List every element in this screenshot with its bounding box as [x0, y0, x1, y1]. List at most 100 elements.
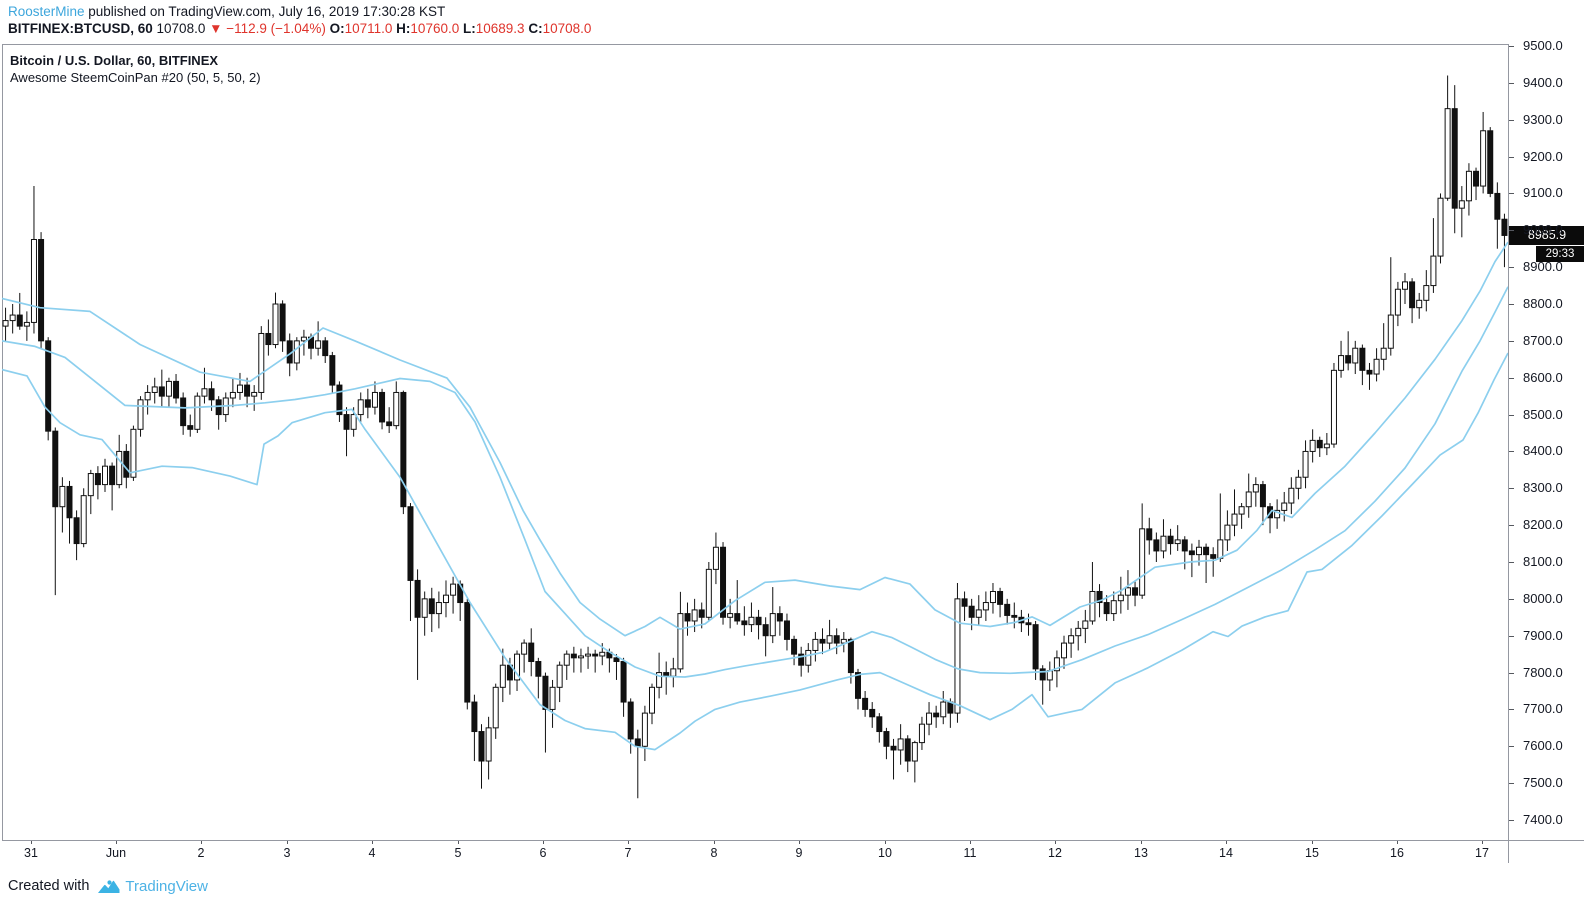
band-upper	[1, 241, 1509, 637]
time-tick-mark	[1397, 841, 1398, 844]
price-tick-label: 9100.0	[1523, 185, 1563, 201]
chart-frame	[2, 44, 1583, 840]
symbol-ohlc-line: BITFINEX:BTCUSD, 60 10708.0 ▼ −112.9 (−1…	[8, 21, 591, 36]
time-tick-mark	[714, 841, 715, 844]
last-price-badge: 8985.9	[1509, 226, 1584, 246]
price-tick-label: 7500.0	[1523, 775, 1563, 791]
price-tick-label: 9000.0	[1523, 222, 1563, 238]
price-tick-mark	[1509, 709, 1514, 711]
band-middle	[1, 286, 1509, 678]
price-tick-label: 8900.0	[1523, 259, 1563, 275]
time-scale[interactable]: 31 Jun 2 3 4 5 6 7 8 9 10 11 12 13 14 15 16 17	[2, 840, 1584, 863]
price-tick-mark	[1509, 377, 1514, 379]
price-tick-mark	[1509, 451, 1514, 453]
price-tick-label: 8300.0	[1523, 480, 1563, 496]
price-tick-label: 8700.0	[1523, 332, 1563, 348]
time-tick-mark	[885, 841, 886, 844]
author-name: RoosterMine	[8, 4, 85, 19]
price-tick-mark	[1509, 46, 1514, 47]
price-tick-label: 8100.0	[1523, 554, 1563, 569]
publish-info-line: RoosterMine published on TradingView.com…	[8, 4, 445, 19]
time-tick-label: 6	[539, 846, 547, 860]
price-tick-mark	[1509, 82, 1514, 84]
band-lower	[1, 352, 1509, 751]
tradingview-brand-link[interactable]: TradingView	[125, 877, 208, 895]
chart-title[interactable]: Bitcoin / U.S. Dollar, 60, BITFINEX	[10, 53, 219, 68]
price-tick-label: 7400.0	[1523, 812, 1563, 827]
time-tick-mark	[372, 841, 373, 844]
time-tick-label: 8	[710, 846, 718, 860]
candlestick-chart[interactable]	[1, 44, 1509, 840]
time-tick-mark	[628, 841, 629, 844]
price-tick-label: 7700.0	[1523, 701, 1563, 717]
low-label: L:	[463, 21, 476, 36]
price-change: −112.9 (−1.04%)	[226, 21, 326, 36]
time-tick-mark	[1226, 841, 1227, 844]
time-tick-label: 13	[1134, 846, 1148, 860]
time-tick-mark	[970, 841, 971, 844]
price-tick-mark	[1509, 414, 1514, 416]
down-arrow-icon: ▼	[209, 21, 223, 36]
time-tick-mark	[287, 841, 288, 844]
time-tick-label: 31	[24, 846, 38, 860]
time-tick-label: 9	[795, 846, 803, 860]
price-tick-label: 7800.0	[1523, 664, 1563, 680]
price-tick-mark	[1509, 598, 1514, 600]
time-tick-mark	[201, 841, 202, 844]
time-tick-label: 17	[1475, 846, 1489, 860]
time-tick-label: Jun	[105, 846, 127, 860]
price-tick-mark	[1509, 562, 1514, 563]
time-tick-label: 5	[454, 846, 462, 860]
open-label: O:	[329, 21, 345, 36]
price-tick-label: 9500.0	[1523, 38, 1563, 53]
price-tick-label: 9200.0	[1523, 148, 1563, 164]
price-tick-label: 7900.0	[1523, 627, 1563, 643]
price-tick-mark	[1509, 267, 1514, 269]
price-tick-mark	[1509, 525, 1514, 527]
close-value: 10708.0	[542, 21, 592, 36]
price-tick-mark	[1509, 635, 1514, 637]
price-tick-mark	[1509, 488, 1514, 490]
time-tick-mark	[458, 841, 459, 844]
axis-corner-divider	[1508, 841, 1509, 863]
price-tick-mark	[1509, 119, 1514, 121]
chart-plot-area[interactable]	[1, 44, 1509, 840]
time-tick-label: 15	[1305, 846, 1319, 860]
time-tick-label: 2	[197, 846, 205, 860]
time-tick-label: 3	[283, 846, 291, 860]
time-tick-label: 7	[624, 846, 632, 860]
price-tick-mark	[1509, 304, 1514, 305]
price-tick-label: 8800.0	[1523, 296, 1563, 311]
time-tick-label: 4	[368, 846, 376, 860]
chart-legend[interactable]: Bitcoin / U.S. Dollar, 60, BITFINEX Awes…	[10, 52, 261, 86]
price-tick-mark	[1509, 746, 1514, 748]
price-scale[interactable]: 8985.9 29:33 9500.0 9400.0 9300.0 9200.0 910…	[1508, 38, 1584, 840]
price-tick-label: 8600.0	[1523, 369, 1563, 385]
high-value: 10760.0	[410, 21, 460, 36]
footer-attribution: Created with TradingView	[8, 874, 208, 898]
low-value: 10689.3	[475, 21, 525, 36]
symbol-name: BITFINEX:BTCUSD, 60	[8, 21, 153, 36]
price-tick-mark	[1509, 193, 1514, 195]
price-tick-mark	[1509, 156, 1514, 158]
time-tick-mark	[31, 841, 32, 844]
tradingview-logo-icon	[98, 879, 120, 893]
price-tick-label: 9300.0	[1523, 111, 1563, 127]
time-tick-mark	[799, 841, 800, 844]
time-tick-label: 12	[1048, 846, 1062, 860]
time-tick-mark	[1055, 841, 1056, 844]
time-tick-mark	[1312, 841, 1313, 844]
price-tick-label: 8000.0	[1523, 590, 1563, 606]
price-tick-label: 8500.0	[1523, 406, 1563, 422]
price-tick-label: 7600.0	[1523, 738, 1563, 754]
price-tick-mark	[1509, 230, 1514, 232]
time-tick-mark	[1482, 841, 1483, 844]
open-value: 10711.0	[344, 21, 393, 36]
created-with-text: Created with	[8, 878, 90, 894]
time-tick-mark	[543, 841, 544, 844]
indicator-title[interactable]: Awesome SteemCoinPan #20 (50, 5, 50, 2)	[10, 70, 261, 85]
time-tick-label: 14	[1219, 846, 1233, 860]
price-tick-label: 9400.0	[1523, 74, 1563, 90]
close-label: C:	[528, 21, 543, 36]
